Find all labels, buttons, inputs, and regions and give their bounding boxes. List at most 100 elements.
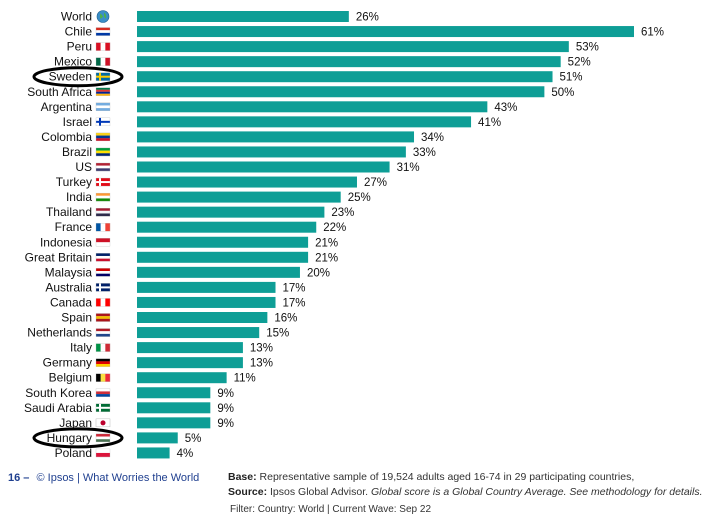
bar-row-thailand: Thailand 23% [46,205,354,219]
category-label: Argentina [41,100,93,114]
value-label: 15% [266,328,289,340]
page-number: 16 – [8,472,30,484]
bar-row-turkey: Turkey 27% [56,175,387,189]
bar-india [137,191,341,203]
value-label: 43% [494,102,517,114]
value-label: 52% [568,57,591,69]
bar-row-south-africa: South Africa 50% [27,85,574,99]
bar-row-world: World 26% [61,10,379,24]
peru-flag-icon [95,42,111,51]
germany-flag-icon [95,358,111,367]
source-label: Source: [228,486,268,498]
filter-text: Filter: Country: World | Current Wave: S… [230,504,432,515]
us-flag-icon [95,162,111,172]
category-label: Thailand [46,205,92,219]
value-label: 51% [560,72,583,84]
india-flag-icon [95,192,111,202]
category-label: Netherlands [27,326,92,340]
category-label: US [75,160,92,174]
france-flag-icon [95,223,111,232]
bar-row-brazil: Brazil 33% [62,145,436,159]
bar-chile [137,26,634,38]
value-label: 34% [421,132,444,144]
belgium-flag-icon [95,373,111,382]
bar-chart: World 26% Chile 61% Peru 53% Mexico 52% Sweden 51… [24,10,664,460]
south-korea-flag-icon [95,388,111,397]
bar-italy [137,342,243,354]
bar-netherlands [137,327,260,339]
bar-south-korea [137,387,211,399]
spain-flag-icon [95,313,111,322]
thailand-flag-icon [95,207,111,217]
bar-sweden [137,71,553,83]
bar-saudi-arabia [137,402,211,414]
sweden-flag-icon [95,72,111,81]
value-label: 41% [478,117,501,129]
bar-row-israel: Israel 41% [63,115,501,129]
bar-hungary [137,432,178,444]
value-label: 13% [250,358,273,370]
category-label: Belgium [49,371,92,385]
colombia-flag-icon [95,132,111,142]
bar-row-malaysia: Malaysia 20% [45,265,330,279]
bar-thailand [137,206,325,218]
world-flag-icon [96,10,110,23]
value-label: 13% [250,343,273,355]
value-label: 53% [576,42,599,54]
bar-south-africa [137,86,545,98]
bar-australia [137,281,276,293]
base-text: Representative sample of 19,524 adults a… [259,471,635,483]
value-label: 31% [397,162,420,174]
category-label: Colombia [41,130,92,144]
value-label: 5% [185,433,202,445]
bar-row-colombia: Colombia 34% [41,130,444,144]
base-label: Base: [228,471,257,483]
value-label: 23% [331,207,354,219]
value-label: 61% [641,27,664,39]
category-label: Japan [59,416,92,430]
bar-row-australia: Australia 17% [45,280,305,294]
bar-row-poland: Poland 4% [55,446,194,460]
bar-turkey [137,176,357,188]
category-label: Great Britain [25,250,92,264]
bar-indonesia [137,236,309,248]
category-label: India [66,190,92,204]
bar-colombia [137,131,415,143]
bar-row-france: France 22% [55,220,347,234]
bar-row-hungary: Hungary 5% [32,427,202,449]
argentina-flag-icon [95,102,111,111]
value-label: 50% [551,87,574,99]
highlight-ellipse-hungary [32,427,124,449]
bar-brazil [137,146,406,158]
poland-flag-icon [95,448,111,458]
category-label: Malaysia [45,265,93,279]
footer-notes: Base: Representative sample of 19,524 ad… [228,470,703,500]
value-label: 33% [413,147,436,159]
category-label: Israel [63,115,92,129]
value-label: 17% [283,297,306,309]
category-label: World [61,10,92,24]
value-label: 20% [307,267,330,279]
value-label: 21% [315,252,338,264]
canada-flag-icon [95,298,111,307]
bar-poland [137,447,170,459]
value-label: 16% [274,313,297,325]
category-label: Sweden [49,70,92,84]
bar-row-belgium: Belgium 11% [49,371,256,385]
bar-row-chile: Chile 61% [65,25,664,39]
category-label: Hungary [47,431,92,445]
bar-row-germany: Germany 13% [43,356,273,370]
bar-world [137,11,349,22]
footer-brand: 16 – © Ipsos | What Worries the World [8,472,199,484]
category-label: South Korea [25,386,92,400]
category-label: Poland [55,446,92,460]
category-label: Chile [65,25,93,39]
brazil-flag-icon [95,147,111,157]
value-label: 22% [323,222,346,234]
category-label: Turkey [56,175,92,189]
bar-us [137,161,390,173]
bar-row-india: India 25% [66,190,371,204]
bar-row-us: US 31% [75,160,419,174]
value-label: 9% [217,418,234,430]
bar-germany [137,357,243,369]
